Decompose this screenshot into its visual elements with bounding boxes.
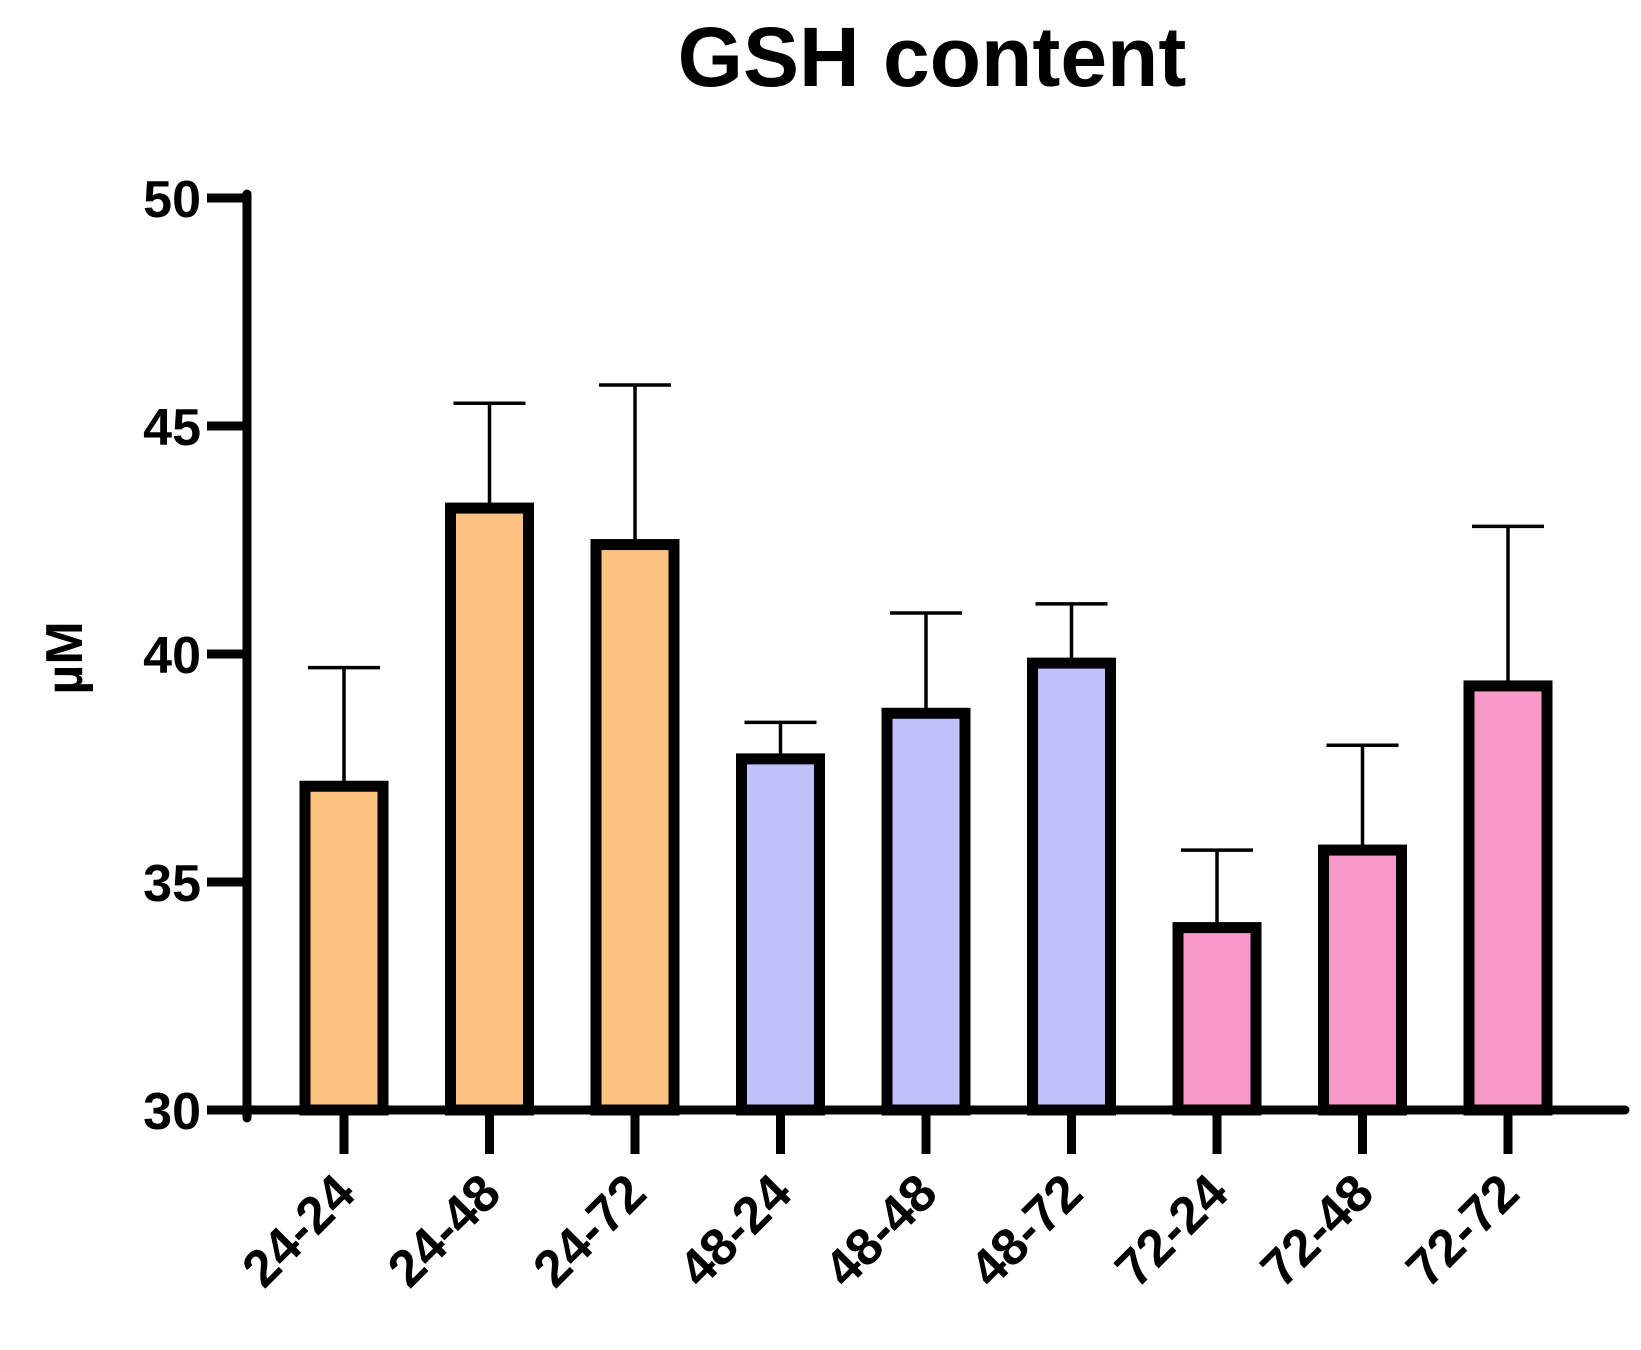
y-tick-label: 40 (143, 627, 201, 685)
bar (445, 502, 534, 1116)
bar (1027, 657, 1116, 1116)
x-tick-label: 48-48 (813, 1163, 948, 1298)
plot-area: 30 35 40 45 50 24-24 24-48 24-72 48-24 48-48 48-72… (143, 171, 1630, 1299)
x-tick-label: 24-24 (231, 1163, 366, 1298)
bar (299, 780, 389, 1116)
bar (590, 539, 680, 1116)
x-tick-label: 72-48 (1250, 1163, 1385, 1298)
x-tick-label: 48-24 (668, 1163, 803, 1298)
chart-title: GSH content (678, 10, 1187, 104)
bar (881, 707, 971, 1116)
y-axis-label: µM (36, 621, 94, 694)
bar (736, 753, 825, 1116)
x-tick-label: 72-24 (1104, 1163, 1239, 1298)
bar (1318, 844, 1407, 1116)
y-tick-label: 35 (143, 855, 201, 913)
x-tick-label: 24-48 (377, 1163, 512, 1298)
x-tick-label: 72-72 (1395, 1163, 1530, 1298)
bar (1463, 680, 1553, 1116)
y-tick-label: 50 (143, 171, 201, 229)
y-tick-label: 30 (143, 1083, 201, 1141)
x-tick-label: 48-72 (959, 1163, 1094, 1298)
bar (1172, 922, 1262, 1116)
x-tick-label: 24-72 (522, 1163, 657, 1298)
y-tick-label: 45 (143, 399, 201, 457)
